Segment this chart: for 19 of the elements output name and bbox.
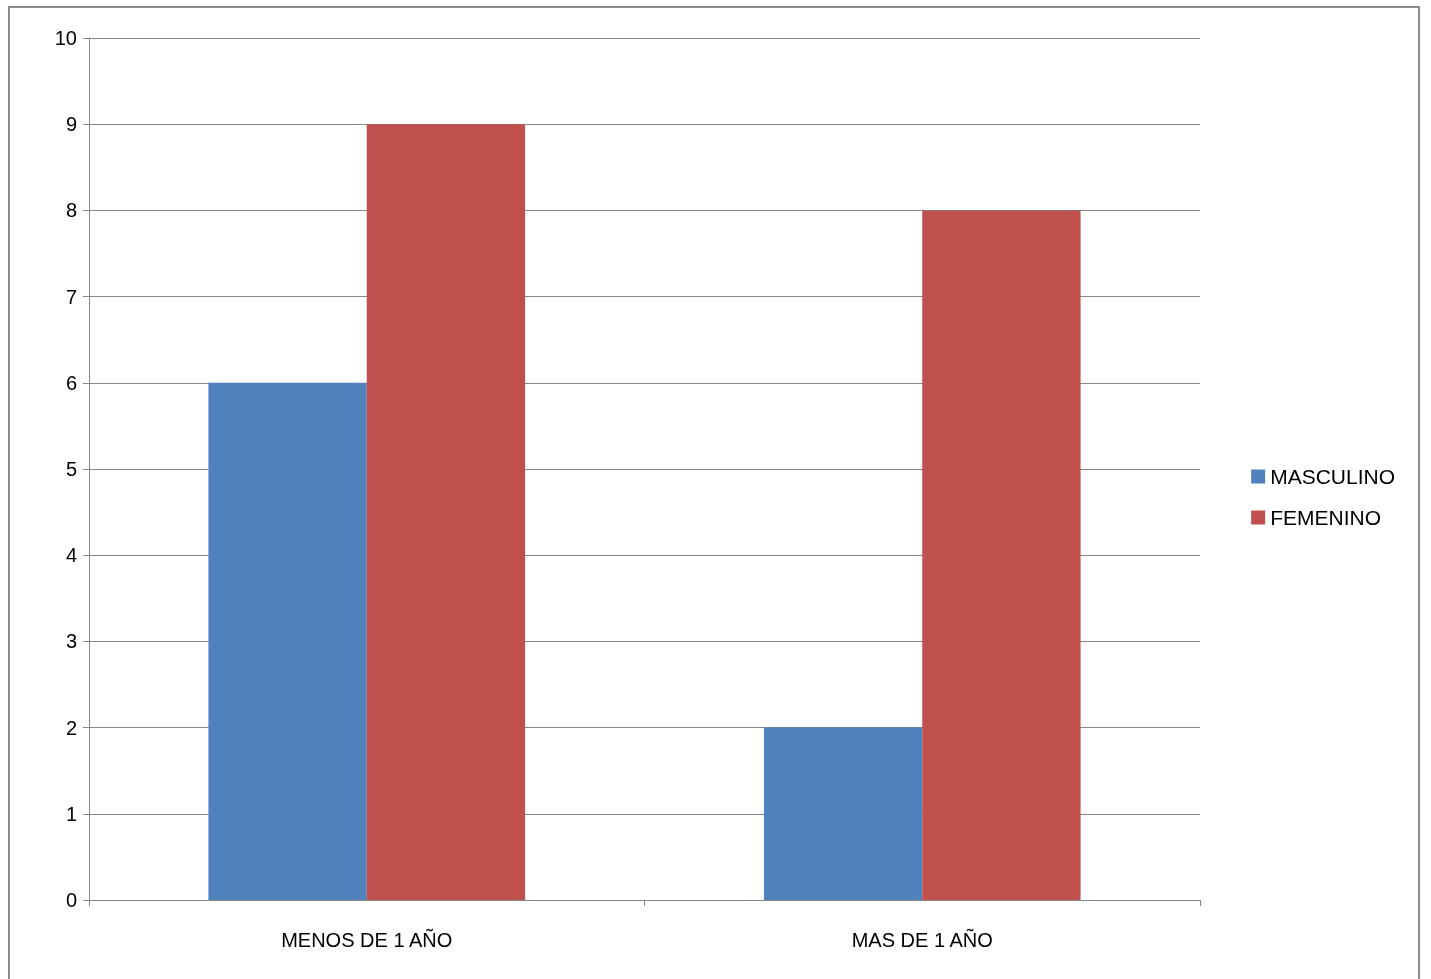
y-tick-label: 7 [65, 285, 77, 308]
bar [208, 382, 367, 900]
y-tick-label: 9 [65, 113, 77, 136]
x-tick-label: MENOS DE 1 AÑO [281, 928, 453, 951]
x-tick-label: MAS DE 1 AÑO [851, 928, 993, 951]
y-tick-label: 1 [65, 802, 77, 825]
y-tick-label: 6 [65, 371, 77, 394]
y-tick-label: 3 [65, 630, 77, 653]
legend-label: FEMENINO [1270, 506, 1381, 529]
bar [922, 210, 1081, 900]
bar [763, 727, 923, 900]
bar [366, 124, 526, 900]
legend-label: MASCULINO [1270, 465, 1396, 488]
y-tick-label: 4 [65, 544, 77, 567]
y-tick-label: 8 [65, 199, 77, 222]
y-tick-label: 5 [65, 458, 77, 480]
y-tick-label: 10 [54, 27, 77, 49]
y-tick-label: 0 [65, 889, 77, 911]
y-tick-label: 2 [65, 716, 77, 739]
